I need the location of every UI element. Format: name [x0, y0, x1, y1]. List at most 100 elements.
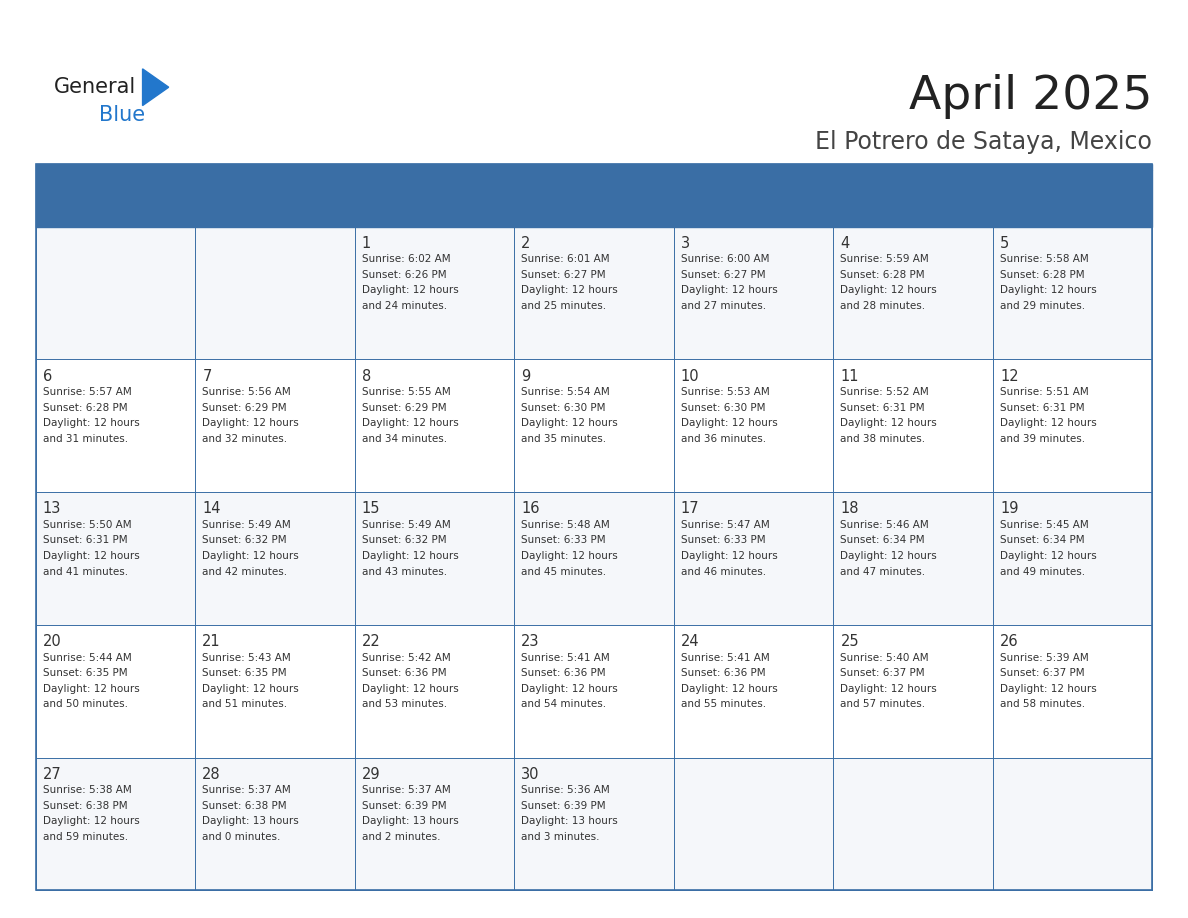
Text: Daylight: 12 hours: Daylight: 12 hours — [681, 551, 778, 561]
Text: Blue: Blue — [99, 105, 145, 125]
Bar — [195, 625, 355, 757]
Text: 5: 5 — [1000, 236, 1010, 251]
Text: Daylight: 12 hours: Daylight: 12 hours — [43, 551, 139, 561]
Text: Sunrise: 5:56 AM: Sunrise: 5:56 AM — [202, 387, 291, 397]
Bar — [514, 360, 674, 492]
Text: Sunrise: 5:53 AM: Sunrise: 5:53 AM — [681, 387, 770, 397]
Text: 29: 29 — [362, 767, 380, 782]
Text: Daylight: 12 hours: Daylight: 12 hours — [202, 419, 299, 428]
Text: 16: 16 — [522, 501, 539, 517]
Text: 7: 7 — [202, 369, 211, 384]
Text: and 51 minutes.: and 51 minutes. — [202, 700, 287, 710]
Text: Sunrise: 5:51 AM: Sunrise: 5:51 AM — [1000, 387, 1088, 397]
Bar — [833, 492, 993, 625]
Bar — [36, 164, 1152, 890]
Text: Sunrise: 5:42 AM: Sunrise: 5:42 AM — [362, 653, 450, 663]
Text: Wednesday: Wednesday — [523, 191, 618, 206]
Text: and 24 minutes.: and 24 minutes. — [362, 301, 447, 311]
Text: Daylight: 12 hours: Daylight: 12 hours — [43, 684, 139, 694]
Text: and 32 minutes.: and 32 minutes. — [202, 434, 287, 443]
Bar — [514, 625, 674, 757]
Bar — [36, 757, 195, 890]
Text: and 43 minutes.: and 43 minutes. — [362, 566, 447, 577]
Text: 14: 14 — [202, 501, 221, 517]
Bar — [993, 492, 1152, 625]
Text: Daylight: 12 hours: Daylight: 12 hours — [522, 285, 618, 296]
Text: 17: 17 — [681, 501, 700, 517]
Text: and 3 minutes.: and 3 minutes. — [522, 832, 600, 842]
Text: Sunset: 6:31 PM: Sunset: 6:31 PM — [840, 403, 925, 412]
Text: and 0 minutes.: and 0 minutes. — [202, 832, 280, 842]
Text: Sunrise: 5:44 AM: Sunrise: 5:44 AM — [43, 653, 132, 663]
Text: Sunset: 6:30 PM: Sunset: 6:30 PM — [522, 403, 606, 412]
Text: Sunrise: 5:46 AM: Sunrise: 5:46 AM — [840, 520, 929, 530]
Text: General: General — [53, 77, 135, 97]
Text: Sunrise: 5:52 AM: Sunrise: 5:52 AM — [840, 387, 929, 397]
Text: Sunrise: 5:41 AM: Sunrise: 5:41 AM — [522, 653, 611, 663]
Text: and 28 minutes.: and 28 minutes. — [840, 301, 925, 311]
Text: 11: 11 — [840, 369, 859, 384]
Text: Tuesday: Tuesday — [364, 191, 430, 206]
Bar — [833, 757, 993, 890]
Text: Sunrise: 5:49 AM: Sunrise: 5:49 AM — [202, 520, 291, 530]
Text: Daylight: 13 hours: Daylight: 13 hours — [202, 816, 299, 826]
Text: and 36 minutes.: and 36 minutes. — [681, 434, 766, 443]
Text: Sunrise: 5:49 AM: Sunrise: 5:49 AM — [362, 520, 450, 530]
Text: Sunrise: 5:57 AM: Sunrise: 5:57 AM — [43, 387, 132, 397]
Text: Sunset: 6:28 PM: Sunset: 6:28 PM — [840, 270, 925, 280]
Text: and 54 minutes.: and 54 minutes. — [522, 700, 607, 710]
Text: and 2 minutes.: and 2 minutes. — [362, 832, 441, 842]
Text: Sunrise: 5:54 AM: Sunrise: 5:54 AM — [522, 387, 611, 397]
Bar — [833, 360, 993, 492]
Text: Daylight: 12 hours: Daylight: 12 hours — [681, 285, 778, 296]
Text: Sunrise: 5:36 AM: Sunrise: 5:36 AM — [522, 785, 611, 795]
Text: Sunrise: 5:47 AM: Sunrise: 5:47 AM — [681, 520, 770, 530]
Text: April 2025: April 2025 — [909, 73, 1152, 119]
Text: and 42 minutes.: and 42 minutes. — [202, 566, 287, 577]
Text: Sunset: 6:36 PM: Sunset: 6:36 PM — [681, 668, 765, 678]
Text: Daylight: 12 hours: Daylight: 12 hours — [1000, 551, 1097, 561]
Text: and 31 minutes.: and 31 minutes. — [43, 434, 128, 443]
Text: Sunday: Sunday — [44, 191, 105, 206]
Bar — [674, 360, 833, 492]
Text: Daylight: 12 hours: Daylight: 12 hours — [840, 684, 937, 694]
Text: and 45 minutes.: and 45 minutes. — [522, 566, 607, 577]
Text: Sunrise: 6:00 AM: Sunrise: 6:00 AM — [681, 254, 770, 264]
Text: Sunset: 6:31 PM: Sunset: 6:31 PM — [1000, 403, 1085, 412]
Text: 26: 26 — [1000, 634, 1018, 649]
Bar — [514, 492, 674, 625]
Text: Sunrise: 5:37 AM: Sunrise: 5:37 AM — [202, 785, 291, 795]
Bar — [36, 625, 195, 757]
Text: Thursday: Thursday — [682, 191, 758, 206]
Text: Sunrise: 5:38 AM: Sunrise: 5:38 AM — [43, 785, 132, 795]
Bar — [833, 625, 993, 757]
Bar — [993, 227, 1152, 360]
Text: and 57 minutes.: and 57 minutes. — [840, 700, 925, 710]
Text: Sunset: 6:36 PM: Sunset: 6:36 PM — [522, 668, 606, 678]
Bar — [36, 164, 1152, 170]
Bar — [674, 227, 833, 360]
Text: Sunrise: 5:41 AM: Sunrise: 5:41 AM — [681, 653, 770, 663]
Text: Sunset: 6:29 PM: Sunset: 6:29 PM — [362, 403, 447, 412]
Bar — [36, 360, 195, 492]
Bar — [355, 625, 514, 757]
Text: Sunset: 6:32 PM: Sunset: 6:32 PM — [362, 535, 447, 545]
Text: and 34 minutes.: and 34 minutes. — [362, 434, 447, 443]
Bar — [195, 227, 355, 360]
Text: Daylight: 12 hours: Daylight: 12 hours — [681, 419, 778, 428]
Text: Sunrise: 6:02 AM: Sunrise: 6:02 AM — [362, 254, 450, 264]
Text: 28: 28 — [202, 767, 221, 782]
Bar — [195, 757, 355, 890]
Text: 21: 21 — [202, 634, 221, 649]
Bar — [674, 492, 833, 625]
Text: Sunset: 6:30 PM: Sunset: 6:30 PM — [681, 403, 765, 412]
Bar — [514, 227, 674, 360]
Text: Daylight: 13 hours: Daylight: 13 hours — [522, 816, 618, 826]
Text: and 27 minutes.: and 27 minutes. — [681, 301, 766, 311]
Text: and 46 minutes.: and 46 minutes. — [681, 566, 766, 577]
Bar — [993, 757, 1152, 890]
Text: Sunrise: 5:37 AM: Sunrise: 5:37 AM — [362, 785, 450, 795]
Text: Daylight: 12 hours: Daylight: 12 hours — [202, 551, 299, 561]
Text: 8: 8 — [362, 369, 371, 384]
Text: and 58 minutes.: and 58 minutes. — [1000, 700, 1085, 710]
